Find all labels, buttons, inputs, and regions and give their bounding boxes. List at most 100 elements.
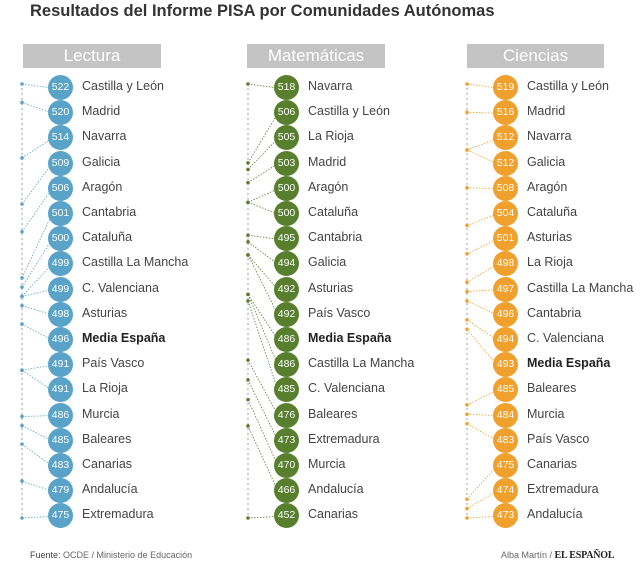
connector-line (247, 188, 279, 203)
score-circle: 509 (48, 150, 73, 176)
axis-dot (20, 407, 24, 411)
connector-line (466, 138, 498, 151)
region-name: Murcia (527, 406, 565, 421)
connector-line (21, 163, 53, 205)
value-dot (20, 516, 24, 520)
table-row: 485 Baleares (20, 427, 230, 453)
region-name: Madrid (82, 104, 121, 119)
axis-dot (20, 297, 24, 301)
axis-dot (465, 202, 469, 206)
footer-source: Fuente: OCDE / Ministerio de Educación (30, 550, 192, 560)
axis-dot (246, 472, 250, 476)
axis-dot (465, 367, 469, 371)
table-row: 522 Castilla y León (20, 75, 230, 100)
score-circle: 501 (493, 226, 518, 252)
axis-dot (465, 237, 469, 241)
score-circle: 485 (274, 377, 299, 403)
axis-dot (246, 142, 250, 146)
connector-line (247, 516, 279, 519)
connector-line (21, 264, 53, 297)
axis-dot (20, 462, 24, 466)
connector-line (466, 187, 498, 190)
score-circle: 518 (274, 75, 299, 100)
axis-dot (20, 222, 24, 226)
axis-dot (246, 367, 250, 371)
table-row: 486 Media España (246, 327, 456, 352)
score-circle: 498 (493, 251, 518, 277)
axis-dot (20, 272, 24, 276)
axis-dot (465, 322, 469, 326)
axis-dot (246, 392, 250, 396)
value-dot (20, 294, 24, 299)
axis-dot (246, 97, 250, 101)
connector-line (247, 112, 279, 164)
axis-dot (465, 352, 469, 356)
panel-header-ciencias: Ciencias (467, 44, 604, 68)
axis-dot (20, 227, 24, 231)
panel-header-lectura: Lectura (23, 44, 161, 68)
score-circle: 505 (274, 125, 299, 151)
value-dot (246, 292, 250, 297)
value-dot (20, 479, 24, 483)
region-name: Castilla y León (527, 79, 609, 93)
axis-dot (465, 467, 469, 471)
axis-dot (246, 512, 250, 516)
axis-dot (20, 497, 24, 501)
axis-dot (20, 107, 24, 111)
axis-dot (246, 192, 250, 196)
table-row: 486 Castilla La Mancha (246, 352, 456, 378)
connector-line (466, 83, 498, 89)
axis-dot (20, 457, 24, 461)
axis-dot (20, 432, 24, 436)
axis-dot (465, 167, 469, 171)
region-name: Galicia (308, 255, 347, 270)
table-row: 492 País Vasco (246, 301, 456, 327)
axis-dot (20, 312, 24, 316)
axis-dot (465, 192, 469, 196)
value-dot (465, 402, 469, 407)
value-dot (465, 148, 469, 152)
panel-lectura: Lectura 522 Castilla y León 520 Madrid 514 Na… (20, 0, 230, 530)
value-dot (465, 185, 469, 190)
axis-dot (246, 187, 250, 191)
value-dot (465, 252, 469, 256)
connector-line (21, 364, 53, 371)
axis-dot (465, 277, 469, 281)
value-dot (246, 233, 250, 238)
axis-dot (246, 132, 250, 136)
connector-line (466, 465, 498, 500)
axis-dot (246, 427, 250, 431)
score-circle: 520 (48, 100, 73, 126)
axis-dot (20, 112, 24, 116)
table-row: 466 Andalucía (246, 478, 456, 504)
value-dot (246, 378, 250, 382)
value-dot (20, 322, 24, 326)
score-circle: 475 (493, 453, 518, 478)
axis-dot (465, 302, 469, 306)
axis-dot (20, 257, 24, 261)
axis-dot (20, 362, 24, 366)
axis-dot (246, 352, 250, 356)
region-name: Galicia (82, 154, 121, 169)
score-circle: 508 (493, 175, 518, 201)
axis-dot (246, 387, 250, 391)
axis-dot (20, 197, 24, 201)
axis-dot (20, 217, 24, 221)
value-dot (246, 358, 250, 362)
axis-dot (20, 397, 24, 401)
axis-dot (20, 492, 24, 496)
axis-dot (465, 382, 469, 386)
score-circle: 499 (48, 251, 73, 277)
axis-dot (465, 387, 469, 391)
axis-dot (246, 107, 250, 111)
connector-line (247, 300, 279, 391)
axis-dot (20, 452, 24, 456)
value-dot (465, 223, 469, 228)
axis-dot (465, 482, 469, 486)
score-circle: 483 (48, 453, 73, 478)
axis-dot (20, 172, 24, 176)
table-row: 519 Castilla y León (465, 75, 640, 100)
table-row: 494 Galicia (246, 251, 456, 277)
table-row: 475 Extremadura (20, 503, 230, 529)
region-name: Media España (308, 331, 392, 345)
